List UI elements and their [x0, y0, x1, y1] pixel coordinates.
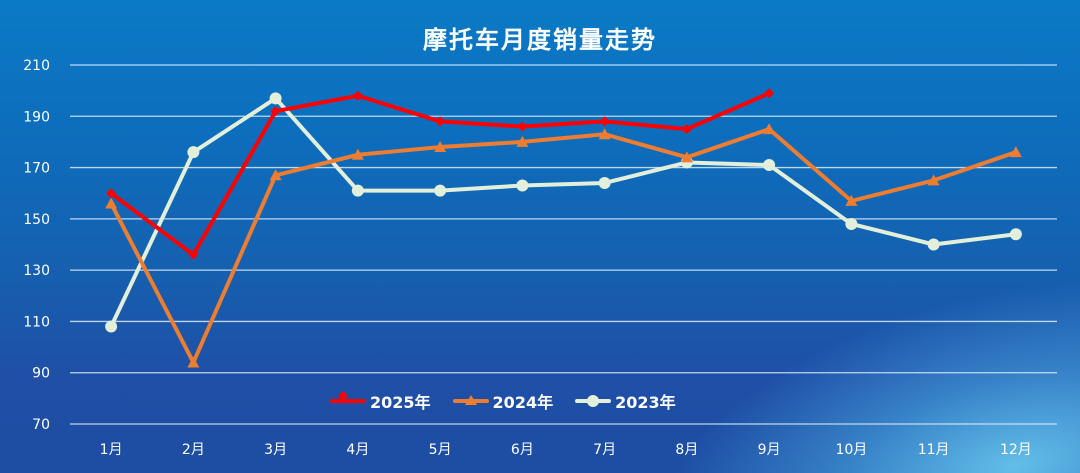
diamond-marker-icon — [330, 391, 366, 403]
x-tick-label: 9月 — [758, 442, 781, 458]
x-tick-label: 3月 — [264, 442, 287, 458]
series-line — [109, 127, 1017, 365]
triangle-marker-icon — [452, 395, 489, 405]
data-point-circle[interactable] — [845, 217, 858, 230]
data-point-triangle[interactable] — [269, 169, 282, 181]
data-point-diamond[interactable] — [435, 116, 446, 127]
series-line — [109, 96, 1017, 328]
legend-label: 2025年 — [370, 393, 431, 412]
data-point-circle[interactable] — [351, 184, 364, 197]
legend: 2025年 2024年 2023年 — [330, 389, 676, 413]
y-tick-label: 130 — [23, 263, 50, 279]
y-tick-label: 110 — [23, 314, 50, 330]
data-point-triangle[interactable] — [680, 151, 693, 163]
data-point-triangle[interactable] — [516, 135, 529, 147]
data-point-diamond[interactable] — [352, 90, 363, 101]
legend-item-2025[interactable]: 2025年 — [330, 389, 431, 413]
data-point-diamond[interactable] — [106, 188, 117, 199]
data-point-diamond[interactable] — [188, 249, 199, 260]
series-2023年 — [105, 92, 1022, 333]
legend-label: 2023年 — [615, 393, 676, 412]
legend-label: 2024年 — [492, 393, 554, 412]
circle-marker-icon — [575, 395, 612, 407]
data-point-triangle[interactable] — [1009, 146, 1022, 158]
data-point-triangle[interactable] — [763, 123, 776, 135]
data-point-circle[interactable] — [434, 184, 447, 197]
data-point-triangle[interactable] — [434, 141, 447, 153]
data-point-diamond[interactable] — [681, 124, 692, 135]
legend-item-2023[interactable]: 2023年 — [575, 389, 676, 413]
series-2025年 — [106, 88, 775, 260]
x-tick-label: 2月 — [182, 442, 205, 458]
series-2024年 — [105, 123, 1022, 368]
data-point-circle[interactable] — [187, 146, 200, 159]
data-point-triangle[interactable] — [845, 194, 858, 206]
y-tick-label: 70 — [32, 417, 50, 433]
x-tick-label: 8月 — [675, 442, 698, 458]
chart-title: 摩托车月度销量走势 — [423, 26, 657, 54]
legend-item-2024[interactable]: 2024年 — [452, 389, 554, 413]
data-point-circle[interactable] — [598, 176, 611, 189]
data-point-circle[interactable] — [763, 159, 776, 172]
y-tick-label: 190 — [23, 109, 50, 125]
data-point-circle[interactable] — [105, 320, 118, 333]
data-point-triangle[interactable] — [105, 197, 118, 209]
y-tick-label: 210 — [23, 58, 50, 74]
data-point-circle[interactable] — [516, 179, 529, 192]
data-point-triangle[interactable] — [187, 356, 200, 368]
x-tick-label: 5月 — [429, 442, 452, 458]
x-tick-label: 12月 — [1000, 442, 1032, 458]
y-tick-label: 150 — [23, 212, 50, 228]
x-tick-label: 1月 — [100, 442, 123, 458]
y-tick-label: 170 — [23, 161, 50, 177]
data-point-diamond[interactable] — [517, 121, 528, 132]
x-tick-label: 4月 — [346, 442, 369, 458]
x-tick-label: 11月 — [918, 442, 950, 458]
data-point-diamond[interactable] — [764, 88, 775, 99]
data-point-triangle[interactable] — [351, 148, 364, 160]
data-point-triangle[interactable] — [598, 128, 611, 140]
x-tick-label: 10月 — [835, 442, 867, 458]
x-tick-label: 6月 — [511, 442, 534, 458]
x-tick-label: 7月 — [593, 442, 616, 458]
data-point-diamond[interactable] — [270, 106, 281, 117]
data-point-triangle[interactable] — [927, 174, 940, 186]
data-point-circle[interactable] — [1009, 228, 1022, 241]
data-point-circle[interactable] — [269, 92, 282, 105]
data-point-circle[interactable] — [927, 238, 940, 251]
y-tick-label: 90 — [32, 366, 50, 382]
data-point-diamond[interactable] — [599, 116, 610, 127]
